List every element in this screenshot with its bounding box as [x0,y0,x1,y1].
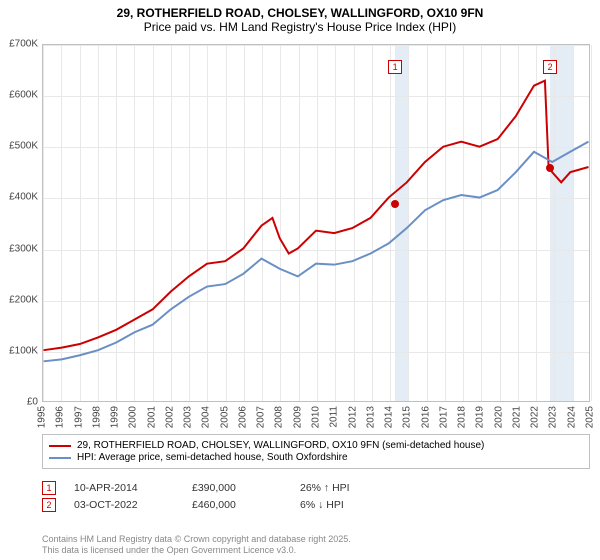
x-axis-label: 2001 [146,406,157,428]
x-axis-label: 2012 [347,406,358,428]
legend-box: 29, ROTHERFIELD ROAD, CHOLSEY, WALLINGFO… [42,434,590,469]
legend-swatch-2 [49,457,71,459]
sale-dot [391,200,399,208]
title-address: 29, ROTHERFIELD ROAD, CHOLSEY, WALLINGFO… [10,6,590,20]
x-axis-label: 2016 [420,406,431,428]
legend-swatch-1 [49,445,71,447]
x-axis-label: 2000 [128,406,139,428]
series-line [44,142,589,362]
chart-lines-svg [43,45,589,401]
x-axis-label: 2018 [457,406,468,428]
chart-plot-area: 12 [42,44,590,402]
sales-table: 1 10-APR-2014 £390,000 26% ↑ HPI 2 03-OC… [42,478,590,515]
x-axis-label: 2006 [237,406,248,428]
x-axis-label: 1995 [37,406,48,428]
legend-label-2: HPI: Average price, semi-detached house,… [77,452,348,463]
x-axis-label: 2017 [438,406,449,428]
sale-marker-box: 2 [543,60,557,74]
x-axis-label: 2013 [365,406,376,428]
title-block: 29, ROTHERFIELD ROAD, CHOLSEY, WALLINGFO… [0,0,600,36]
footer-attribution: Contains HM Land Registry data © Crown c… [42,534,351,556]
chart-container: 29, ROTHERFIELD ROAD, CHOLSEY, WALLINGFO… [0,0,600,560]
x-axis-label: 2007 [256,406,267,428]
y-axis-label: £100K [0,345,38,356]
footer-line-2: This data is licensed under the Open Gov… [42,545,351,556]
legend-row-2: HPI: Average price, semi-detached house,… [49,452,583,463]
sale-delta: 26% ↑ HPI [300,482,400,494]
sale-row: 1 10-APR-2014 £390,000 26% ↑ HPI [42,481,590,495]
y-axis-label: £0 [0,397,38,408]
x-axis-label: 2019 [475,406,486,428]
x-axis-label: 2024 [566,406,577,428]
sale-row: 2 03-OCT-2022 £460,000 6% ↓ HPI [42,498,590,512]
x-axis-label: 1997 [73,406,84,428]
title-subtitle: Price paid vs. HM Land Registry's House … [10,20,590,34]
x-axis-label: 2009 [292,406,303,428]
y-axis-label: £600K [0,90,38,101]
sale-date: 10-APR-2014 [74,482,174,494]
footer-line-1: Contains HM Land Registry data © Crown c… [42,534,351,545]
sale-marker-icon: 2 [42,498,56,512]
y-axis-label: £300K [0,243,38,254]
sale-marker-icon: 1 [42,481,56,495]
sale-price: £390,000 [192,482,282,494]
legend-label-1: 29, ROTHERFIELD ROAD, CHOLSEY, WALLINGFO… [77,440,484,451]
sale-price: £460,000 [192,499,282,511]
sale-delta: 6% ↓ HPI [300,499,400,511]
x-axis-label: 2023 [548,406,559,428]
x-axis-label: 2005 [219,406,230,428]
y-axis-label: £400K [0,192,38,203]
y-axis-label: £200K [0,294,38,305]
sale-marker-box: 1 [388,60,402,74]
x-axis-label: 2008 [274,406,285,428]
series-line [44,81,589,351]
x-axis-label: 2021 [511,406,522,428]
sale-date: 03-OCT-2022 [74,499,174,511]
x-axis-label: 1999 [110,406,121,428]
x-axis-label: 2004 [201,406,212,428]
x-axis-label: 2011 [329,406,340,428]
x-axis-label: 2010 [311,406,322,428]
x-axis-label: 2002 [164,406,175,428]
y-axis-label: £700K [0,39,38,50]
x-axis-label: 1998 [91,406,102,428]
x-axis-label: 2022 [530,406,541,428]
sale-dot [546,164,554,172]
x-axis-label: 2020 [493,406,504,428]
x-axis-label: 1996 [55,406,66,428]
x-axis-label: 2014 [384,406,395,428]
y-axis-label: £500K [0,141,38,152]
x-axis-label: 2003 [183,406,194,428]
x-axis-label: 2015 [402,406,413,428]
x-axis-label: 2025 [585,406,596,428]
legend-row-1: 29, ROTHERFIELD ROAD, CHOLSEY, WALLINGFO… [49,440,583,451]
